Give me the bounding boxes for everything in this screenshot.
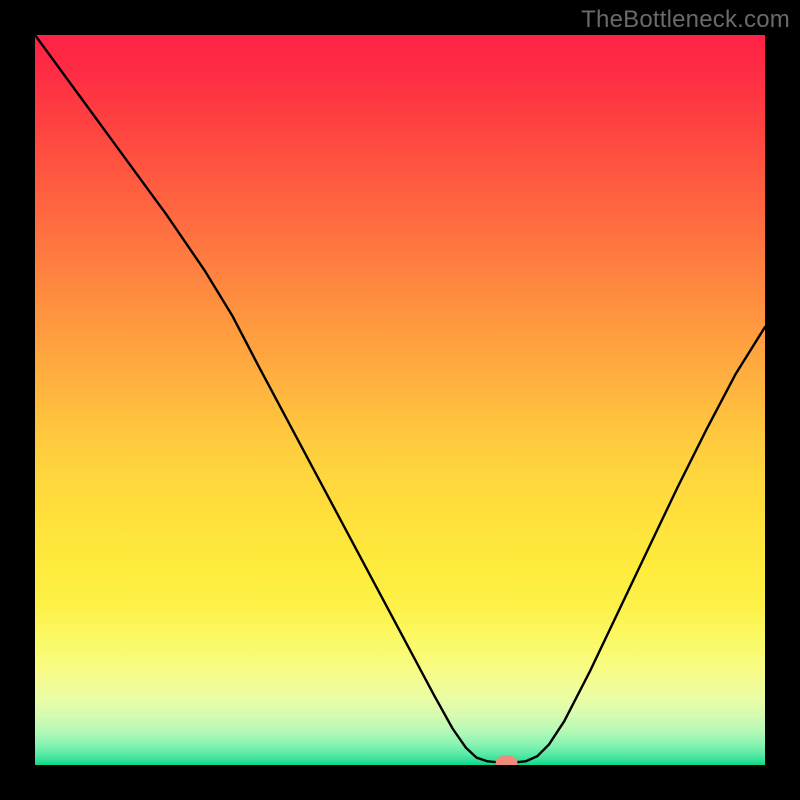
bottleneck-chart: [35, 35, 765, 765]
chart-background: [35, 35, 765, 765]
watermark-text: TheBottleneck.com: [581, 6, 790, 34]
chart-stage: TheBottleneck.com: [0, 0, 800, 800]
